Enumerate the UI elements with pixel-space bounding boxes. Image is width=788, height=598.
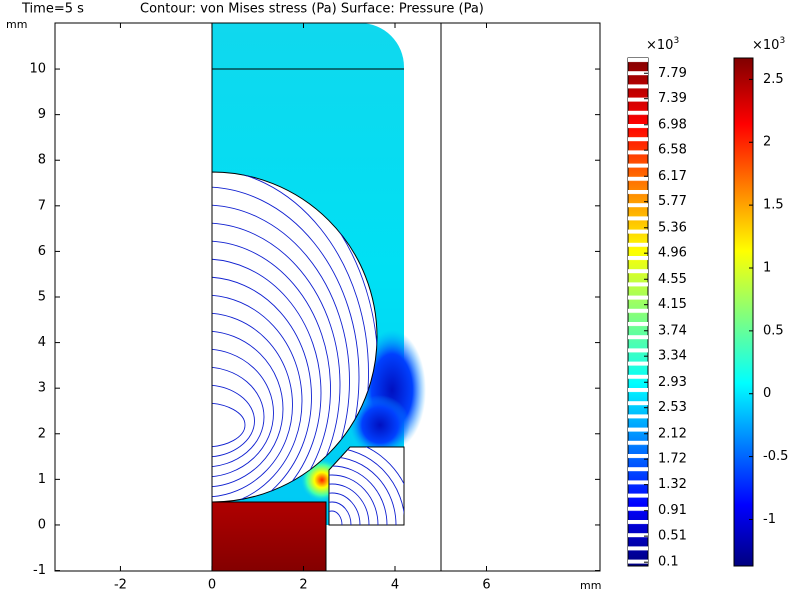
y-tick-label: 10 [29, 62, 46, 77]
colorbar-tick-label: 0.1 [658, 555, 679, 570]
contour-line [212, 312, 293, 498]
colorbar-tick-label: 3.34 [658, 349, 687, 364]
contour-line [329, 474, 379, 525]
contour-line [212, 258, 322, 502]
colorbar-tick-label: 1.72 [658, 452, 687, 467]
y-tick-label: 3 [38, 381, 46, 396]
contour-line [212, 186, 360, 502]
colorbar-tick-label: 2.53 [658, 400, 687, 415]
contour-line [329, 492, 361, 525]
colorbar-tick-label: 1 [763, 260, 771, 275]
contour-line [212, 294, 303, 502]
colorbar-tick-label: 6.17 [658, 169, 687, 184]
colorbar-multiplier: ×103 [646, 36, 679, 53]
x-tick-label: 2 [299, 578, 307, 593]
y-tick-label: 6 [38, 244, 46, 259]
colorbar-tick-label: 2.5 [763, 72, 784, 87]
y-tick-label: 5 [38, 290, 46, 305]
x-tick-label: -2 [114, 578, 127, 593]
contour-colorbar-stripes [628, 58, 648, 566]
colorbar-tick-label: 4.55 [658, 272, 687, 287]
y-tick-label: 2 [38, 426, 46, 441]
contour-line [329, 483, 370, 525]
x-tick-label: 6 [482, 578, 490, 593]
contour-line [212, 222, 341, 502]
x-unit: mm [580, 579, 601, 592]
colorbar-tick-label: 6.58 [658, 143, 687, 158]
block [328, 446, 405, 526]
contour-line [329, 501, 352, 525]
colorbar-tick-label: 4.15 [658, 297, 687, 312]
low-pressure [350, 395, 410, 455]
colorbar-tick-label: 0 [763, 386, 771, 401]
base [211, 501, 327, 571]
y-tick-label: 9 [38, 107, 46, 122]
colorbar-tick-label: -0.5 [763, 449, 788, 464]
colorbar-tick-label: 4.96 [658, 246, 687, 261]
contour-line [329, 510, 343, 525]
field [211, 23, 442, 571]
contour-line [212, 276, 312, 502]
y-tick-label: 4 [38, 335, 46, 350]
time-label: Time=5 s [21, 2, 84, 17]
x-tick-label: 0 [208, 578, 216, 593]
colorbar-tick-label: 7.39 [658, 91, 687, 106]
y-unit: mm [6, 18, 27, 31]
colorbar-tick-label: 2 [763, 135, 771, 150]
colorbar-tick-label: 0.51 [658, 529, 687, 544]
y-tick-label: 8 [38, 153, 46, 168]
contour-line [212, 172, 369, 502]
y-tick-label: 1 [38, 472, 46, 487]
colorbar-tick-label: 5.36 [658, 220, 687, 235]
contour-line [212, 330, 284, 488]
colorbar-tick-label: 1.5 [763, 198, 784, 213]
y-tick-label: 7 [38, 198, 46, 213]
colorbar-tick-label: 2.12 [658, 426, 687, 441]
colorbar-tick-label: 6.98 [658, 117, 687, 132]
y-tick-label: 0 [38, 517, 46, 532]
contour-line [212, 240, 331, 502]
contour-line [212, 204, 350, 502]
colorbar-tick-label: 1.32 [658, 477, 687, 492]
contour-line [212, 384, 255, 458]
y-tick-label: -1 [33, 563, 46, 578]
colorbar-tick-label: -1 [763, 512, 776, 527]
contour-line [212, 348, 274, 478]
contour-line [212, 366, 265, 468]
colorbar-tick-label: 7.79 [658, 66, 687, 81]
ball-contours [212, 172, 377, 502]
chart-title: Contour: von Mises stress (Pa) Surface: … [140, 2, 484, 17]
colorbar-tick-label: 0.91 [658, 503, 687, 518]
colorbar-multiplier: ×103 [752, 36, 785, 53]
colorbar-tick-label: 0.5 [763, 323, 784, 338]
x-tick-label: 4 [391, 578, 399, 593]
surface-colorbar [733, 57, 754, 567]
contour-line [212, 402, 246, 448]
colorbar-tick-label: 2.93 [658, 375, 687, 390]
colorbar-tick-label: 3.74 [658, 323, 687, 338]
colorbar-tick-label: 5.77 [658, 194, 687, 209]
